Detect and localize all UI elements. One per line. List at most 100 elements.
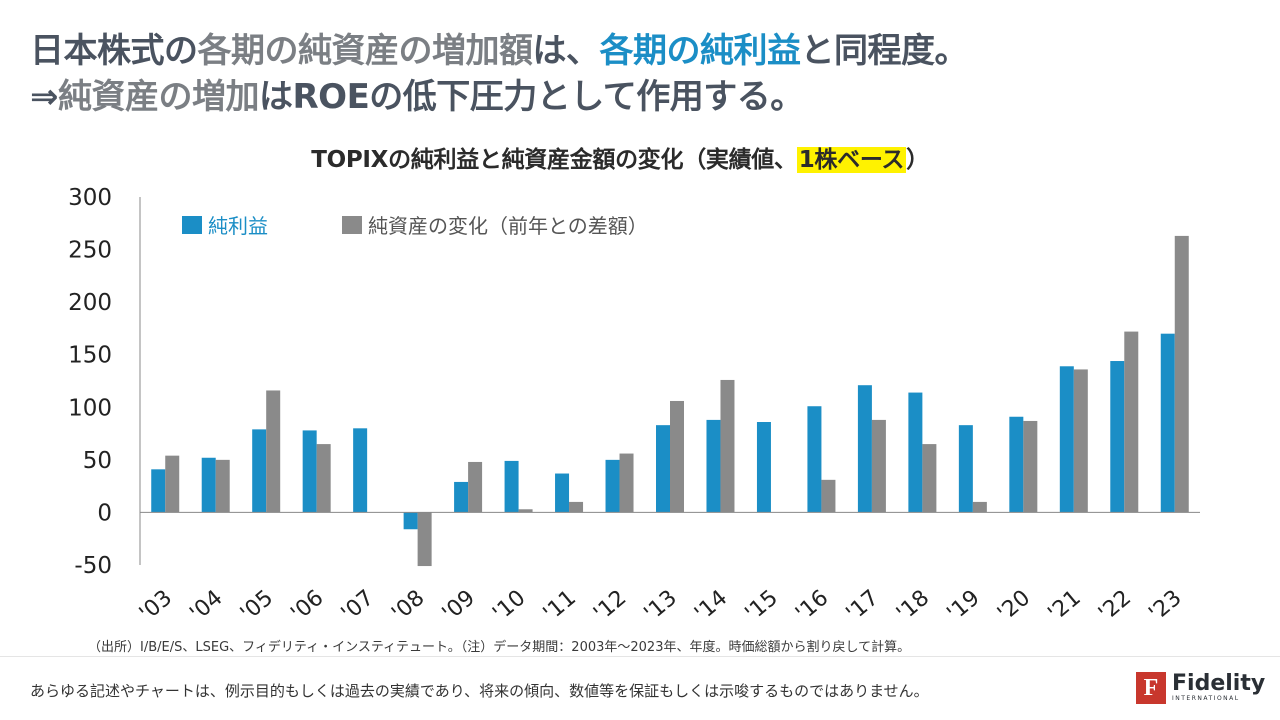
bar-net-assets-change <box>720 379 735 513</box>
logo-name: Fidelity <box>1172 671 1266 696</box>
bar-net-assets-change <box>316 444 331 513</box>
y-tick-label: -50 <box>74 553 112 579</box>
chart-title-suffix: ） <box>906 147 929 173</box>
bar-net-assets-change <box>266 390 281 513</box>
bar-net-income <box>857 385 872 513</box>
legend-label-net-income: 純利益 <box>208 214 268 238</box>
y-tick-label: 200 <box>68 290 112 316</box>
headline-line-1: 日本株式の各期の純資産の増加額は、各期の純利益と同程度。 <box>30 28 968 74</box>
bars <box>151 235 1189 567</box>
fidelity-logo: F Fidelity INTERNATIONAL <box>1136 672 1265 704</box>
bar-net-income <box>504 460 519 513</box>
y-tick-label: 250 <box>68 238 112 264</box>
x-tick-label: '23 <box>1144 585 1186 626</box>
bar-net-income <box>656 425 670 513</box>
bar-net-assets-change <box>821 479 836 513</box>
bar-net-income <box>353 428 368 513</box>
bar-chart: -50 0 50 100 150 200 250 300 '03'04'05'06'07'08… <box>68 185 1200 626</box>
legend-swatch-net-income <box>182 216 202 234</box>
x-tick-label: '12 <box>589 585 631 626</box>
bar-net-assets-change <box>619 453 634 513</box>
source-note: （出所）I/B/E/S、LSEG、フィデリティ・インスティテュート。（注）データ… <box>88 640 911 655</box>
bar-net-assets-change <box>417 512 432 567</box>
bar-net-assets-change <box>670 400 684 513</box>
chart-title: TOPIXの純利益と純資産金額の変化（実績値、1株ベース） <box>0 140 1240 174</box>
bar-net-income <box>302 430 317 513</box>
y-tick-label: 150 <box>68 343 112 369</box>
chart-title-highlight: 1株ベース <box>796 147 907 173</box>
x-tick-label: '13 <box>640 585 682 626</box>
bar-net-assets-change <box>922 444 937 513</box>
headline: 日本株式の各期の純資産の増加額は、各期の純利益と同程度。 ⇒純資産の増加はROE… <box>30 28 968 120</box>
x-tick-label: '11 <box>539 585 581 626</box>
x-tick-label: '03 <box>135 585 177 626</box>
logo-subtitle: INTERNATIONAL <box>1172 695 1240 702</box>
bar-net-income <box>1009 416 1024 513</box>
bar-net-assets-change <box>215 459 230 513</box>
bar-net-income <box>1160 333 1175 513</box>
bar-net-income <box>908 392 923 513</box>
y-tick-label: 50 <box>83 448 112 474</box>
x-tick-label: '06 <box>286 585 328 626</box>
bar-net-income <box>454 481 469 513</box>
bar-net-assets-change <box>1124 331 1139 513</box>
legend: 純利益 純資産の変化（前年との差額） <box>182 214 648 238</box>
x-tick-label: '08 <box>387 585 429 626</box>
x-tick-label: '20 <box>993 585 1035 626</box>
bar-net-assets-change <box>972 501 987 513</box>
bar-net-assets-change <box>569 501 584 513</box>
bar-net-income <box>1110 361 1125 513</box>
x-tick-label: '14 <box>690 585 732 626</box>
bar-net-income <box>807 406 822 513</box>
x-tick-label: '16 <box>791 585 833 626</box>
bar-net-assets-change <box>1174 235 1189 513</box>
bar-net-assets-change <box>518 509 533 513</box>
x-axis: '03'04'05'06'07'08'09'10'11'12'13'14'15 '… <box>135 511 1200 626</box>
y-tick-label: 0 <box>97 500 112 526</box>
x-tick-label: '17 <box>842 585 884 626</box>
bar-net-income <box>151 469 166 513</box>
x-tick-label: '05 <box>236 585 278 626</box>
bar-net-income <box>201 457 216 513</box>
x-tick-label: '07 <box>337 585 379 626</box>
x-tick-label: '19 <box>943 585 985 626</box>
disclaimer: あらゆる記述やチャートは、例示目的もしくは過去の実績であり、将来の傾向、数値等を… <box>30 682 929 700</box>
legend-swatch-net-assets-change <box>342 216 362 234</box>
bar-net-income <box>403 512 418 530</box>
headline-segment: ⇒ <box>30 77 59 117</box>
x-tick-label: '15 <box>741 585 783 626</box>
y-tick-label: 100 <box>68 395 112 421</box>
bar-net-assets-change <box>165 455 180 513</box>
headline-segment: 各期の純利益 <box>599 31 802 71</box>
fidelity-logo-icon: F <box>1136 672 1166 704</box>
footer-divider <box>0 656 1280 657</box>
bar-net-income <box>252 429 267 513</box>
y-axis: -50 0 50 100 150 200 250 300 <box>68 185 141 579</box>
x-tick-label: '09 <box>438 585 480 626</box>
bar-net-assets-change <box>871 419 886 513</box>
bar-net-assets-change <box>1023 420 1038 513</box>
headline-segment: と同程度。 <box>800 31 969 71</box>
y-tick-label: 300 <box>68 185 112 211</box>
x-tick-label: '04 <box>185 585 227 626</box>
x-tick-label: '21 <box>1044 585 1086 626</box>
bar-net-income <box>605 459 620 513</box>
headline-segment: は、 <box>532 31 601 71</box>
bar-net-income <box>756 422 771 513</box>
headline-segment: 日本株式の <box>30 31 198 71</box>
headline-segment: 各期の純資産の増加額 <box>197 31 534 71</box>
bar-net-assets-change <box>1073 369 1088 513</box>
legend-label-net-assets-change: 純資産の変化（前年との差額） <box>368 214 648 238</box>
headline-segment: 純資産の増加 <box>58 77 260 117</box>
chart-title-prefix: TOPIXの純利益と純資産金額の変化（実績値、 <box>311 147 797 173</box>
bar-net-income <box>706 419 721 513</box>
headline-line-2: ⇒純資産の増加はROEの低下圧力として作用する。 <box>30 74 968 120</box>
bar-net-income <box>555 473 570 513</box>
bar-net-income <box>1059 366 1074 513</box>
headline-segment: はROEの低下圧力として作用する。 <box>259 77 804 117</box>
bar-net-assets-change <box>468 461 483 513</box>
bar-net-income <box>958 425 973 513</box>
x-tick-label: '22 <box>1094 585 1136 626</box>
x-tick-label: '10 <box>488 585 530 626</box>
x-tick-label: '18 <box>892 585 934 626</box>
